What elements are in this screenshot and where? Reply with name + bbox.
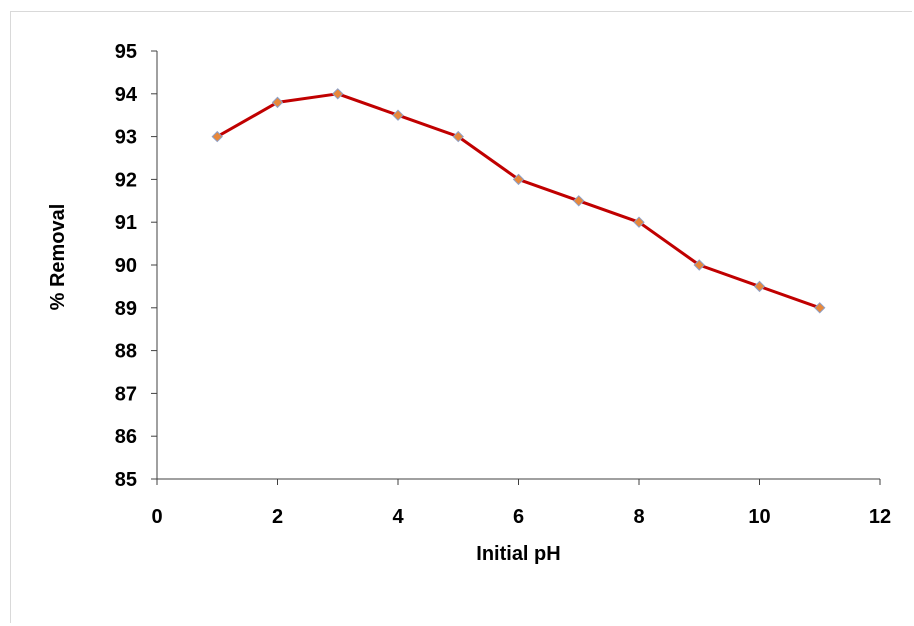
data-point <box>332 88 344 100</box>
y-tick-label: 90 <box>115 255 137 277</box>
data-point <box>271 96 284 109</box>
series-line <box>216 92 821 310</box>
x-tick-labels: 0 2 4 6 8 10 12 <box>151 506 891 528</box>
x-axis-title: Initial pH <box>476 543 560 565</box>
x-tick-label: 6 <box>513 506 524 528</box>
y-tick-label: 93 <box>115 127 137 149</box>
x-tick-label: 10 <box>748 506 770 528</box>
data-point <box>512 173 525 186</box>
y-tick-label: 92 <box>115 169 137 191</box>
y-tick-label: 86 <box>115 426 137 448</box>
y-tick-label: 85 <box>115 469 137 491</box>
data-point <box>211 130 223 143</box>
y-tick-label: 95 <box>115 41 137 63</box>
y-tick-label: 87 <box>115 383 137 405</box>
data-point <box>452 130 464 143</box>
data-point <box>693 259 705 271</box>
data-point <box>633 216 645 228</box>
y-tick-label: 89 <box>115 298 137 320</box>
y-axis-title: % Removal <box>47 204 69 311</box>
y-tick-label: 91 <box>115 212 137 234</box>
x-tick-label: 4 <box>392 506 404 528</box>
x-tick-label: 8 <box>633 506 644 528</box>
y-tick-labels: 85 86 87 88 89 90 91 92 93 94 95 <box>115 41 138 491</box>
axes <box>151 50 881 485</box>
data-point <box>573 195 585 207</box>
data-point <box>392 109 404 121</box>
y-tick-label: 88 <box>115 341 137 363</box>
y-tick-label: 94 <box>115 84 138 106</box>
data-point <box>814 302 826 314</box>
x-tick-label: 2 <box>272 506 283 528</box>
series-layer <box>211 88 826 314</box>
x-tick-label: 0 <box>151 506 162 528</box>
data-point <box>753 280 766 293</box>
x-tick-label: 12 <box>869 506 891 528</box>
chart-area <box>10 11 912 623</box>
